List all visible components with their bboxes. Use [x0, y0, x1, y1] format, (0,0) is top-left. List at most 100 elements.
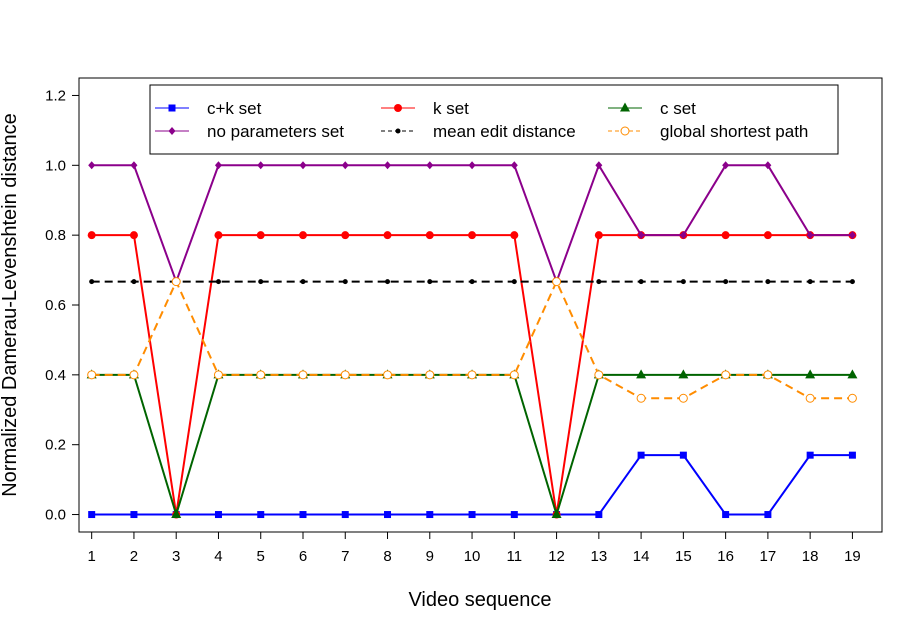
data-point: [638, 279, 644, 285]
data-point: [763, 231, 772, 240]
data-point: [468, 511, 476, 519]
data-point: [636, 369, 647, 379]
data-point: [426, 161, 434, 170]
data-point: [87, 231, 96, 240]
data-point: [847, 393, 857, 403]
data-point: [721, 231, 730, 240]
data-point: [384, 511, 392, 519]
y-tick-label: 1.2: [45, 87, 66, 104]
series-line: [91, 454, 853, 516]
data-point: [214, 231, 223, 240]
series-line: [91, 373, 853, 518]
data-point: [679, 231, 687, 240]
data-point: [805, 393, 815, 403]
legend-marker: [620, 102, 630, 112]
data-point: [256, 231, 265, 240]
legend-item: mean edit distance: [381, 122, 576, 141]
data-point: [765, 279, 771, 285]
data-point: [130, 161, 138, 170]
data-point: [340, 370, 350, 380]
data-point: [129, 370, 139, 380]
data-point: [468, 231, 477, 240]
legend-item: c+k set: [155, 99, 262, 118]
data-point: [257, 161, 265, 170]
data-point: [509, 370, 519, 380]
x-tick-label: 18: [802, 548, 819, 565]
data-point: [552, 277, 562, 287]
data-point: [595, 511, 603, 519]
y-tick-label: 0.2: [45, 437, 66, 454]
series-1: [87, 231, 857, 519]
data-point: [680, 279, 686, 285]
data-point: [215, 279, 221, 285]
data-point: [721, 370, 731, 380]
data-point: [299, 511, 307, 519]
data-point: [425, 370, 435, 380]
data-point: [764, 511, 772, 519]
data-point: [678, 393, 688, 403]
data-point: [637, 451, 645, 459]
data-point: [131, 279, 137, 285]
data-point: [594, 370, 604, 380]
data-point: [637, 231, 645, 240]
data-point: [213, 370, 223, 380]
x-tick-label: 3: [172, 548, 180, 565]
legend-item: global shortest path: [608, 122, 808, 141]
data-point: [805, 369, 816, 379]
data-point: [214, 161, 222, 170]
y-tick-label: 1.0: [45, 157, 66, 174]
data-point: [723, 279, 729, 285]
data-point: [298, 370, 308, 380]
data-point: [636, 393, 646, 403]
legend-marker: [168, 104, 176, 112]
legend-marker: [620, 126, 630, 136]
data-point: [847, 369, 858, 379]
data-point: [848, 231, 856, 240]
data-point: [678, 369, 689, 379]
data-point: [426, 511, 434, 519]
data-point: [171, 509, 182, 519]
x-tick-label: 7: [341, 548, 349, 565]
data-point: [341, 161, 349, 170]
series-line: [91, 163, 853, 285]
data-point: [87, 370, 97, 380]
x-tick-label: 6: [299, 548, 307, 565]
series-3: [88, 161, 856, 286]
data-point: [595, 161, 603, 170]
data-point: [129, 231, 138, 240]
data-point: [806, 231, 814, 240]
y-tick-label: 0.8: [45, 227, 66, 244]
data-point: [171, 277, 181, 287]
data-point: [214, 511, 222, 519]
x-tick-label: 8: [383, 548, 391, 565]
series-layer: [86, 161, 858, 519]
data-point: [510, 231, 519, 240]
data-point: [258, 279, 264, 285]
x-tick-label: 10: [464, 548, 481, 565]
data-point: [383, 370, 393, 380]
legend-box: [149, 84, 839, 155]
x-tick-label: 17: [760, 548, 777, 565]
data-point: [596, 279, 602, 285]
data-point: [257, 511, 265, 519]
legend-label: global shortest path: [660, 122, 808, 141]
data-point: [383, 231, 392, 240]
legend-label: no parameters set: [207, 122, 344, 141]
data-point: [807, 279, 813, 285]
series-5: [87, 277, 857, 403]
legend: c+k set k set c set no parameters set mean e…: [149, 84, 839, 155]
legend-marker: [394, 104, 402, 112]
data-point: [300, 279, 306, 285]
data-point: [427, 279, 433, 285]
x-tick-label: 15: [675, 548, 692, 565]
axes: 1 2 3 4 5 6 7 8 9 10 11 12 13 14 15 16 17 18 190.00.20.40.…: [45, 87, 861, 565]
x-axis-label: Video sequence: [408, 589, 551, 611]
data-point: [130, 511, 138, 519]
data-point: [384, 161, 392, 170]
data-point: [89, 279, 95, 285]
data-point: [848, 451, 856, 459]
legend-label: c+k set: [207, 99, 262, 118]
data-point: [763, 370, 773, 380]
legend-marker: [168, 127, 176, 135]
data-point: [469, 279, 475, 285]
